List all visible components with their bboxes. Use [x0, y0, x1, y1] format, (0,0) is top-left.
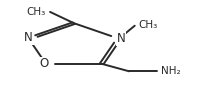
Text: O: O — [39, 57, 49, 70]
Text: N: N — [24, 31, 33, 44]
Text: N: N — [117, 32, 125, 45]
Text: CH₃: CH₃ — [139, 20, 158, 30]
Text: NH₂: NH₂ — [161, 66, 180, 76]
Text: CH₃: CH₃ — [27, 7, 46, 17]
